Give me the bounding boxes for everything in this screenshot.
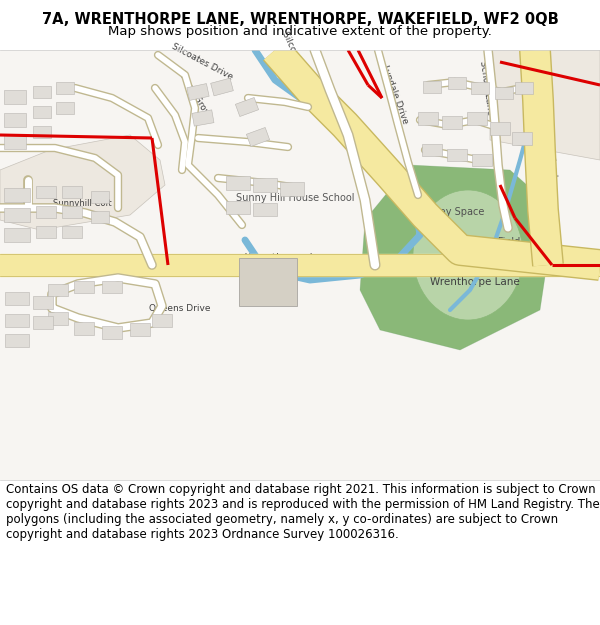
- Text: Playing Field: Playing Field: [460, 237, 521, 247]
- Text: Play Space: Play Space: [431, 207, 485, 217]
- Text: Lyndale Drive: Lyndale Drive: [380, 64, 410, 126]
- FancyBboxPatch shape: [152, 314, 172, 326]
- Text: Silcoates Lane: Silcoates Lane: [280, 31, 316, 94]
- FancyBboxPatch shape: [472, 154, 492, 166]
- Text: Jerry Clay Lane: Jerry Clay Lane: [305, 71, 351, 132]
- FancyBboxPatch shape: [33, 106, 51, 118]
- FancyBboxPatch shape: [447, 149, 467, 161]
- FancyBboxPatch shape: [62, 226, 82, 238]
- Text: Contains OS data © Crown copyright and database right 2021. This information is : Contains OS data © Crown copyright and d…: [6, 483, 600, 541]
- FancyBboxPatch shape: [467, 111, 487, 124]
- FancyBboxPatch shape: [442, 116, 462, 129]
- FancyBboxPatch shape: [4, 188, 30, 202]
- FancyBboxPatch shape: [226, 201, 250, 214]
- FancyBboxPatch shape: [187, 84, 209, 101]
- Polygon shape: [360, 165, 555, 350]
- FancyBboxPatch shape: [490, 121, 510, 134]
- FancyBboxPatch shape: [239, 258, 297, 306]
- FancyBboxPatch shape: [33, 296, 53, 309]
- FancyBboxPatch shape: [253, 178, 277, 192]
- Text: Wrenthorpe Lane: Wrenthorpe Lane: [245, 253, 335, 263]
- FancyBboxPatch shape: [280, 182, 304, 196]
- FancyBboxPatch shape: [512, 131, 532, 144]
- FancyBboxPatch shape: [33, 316, 53, 329]
- FancyBboxPatch shape: [422, 144, 442, 156]
- FancyBboxPatch shape: [247, 127, 269, 146]
- FancyBboxPatch shape: [4, 228, 30, 242]
- FancyBboxPatch shape: [4, 135, 26, 149]
- FancyBboxPatch shape: [48, 284, 68, 296]
- FancyBboxPatch shape: [62, 186, 82, 198]
- Polygon shape: [0, 135, 165, 230]
- Text: Sunnyhill Coft: Sunnyhill Coft: [53, 199, 112, 209]
- FancyBboxPatch shape: [36, 186, 56, 198]
- FancyBboxPatch shape: [130, 322, 150, 336]
- FancyBboxPatch shape: [33, 126, 51, 138]
- FancyBboxPatch shape: [192, 110, 214, 126]
- FancyBboxPatch shape: [471, 82, 489, 94]
- FancyBboxPatch shape: [5, 334, 29, 346]
- Polygon shape: [490, 50, 600, 160]
- FancyBboxPatch shape: [4, 90, 26, 104]
- FancyBboxPatch shape: [515, 82, 533, 94]
- FancyBboxPatch shape: [235, 98, 259, 116]
- Text: Map shows position and indicative extent of the property.: Map shows position and indicative extent…: [108, 24, 492, 38]
- Text: Silcoates Drive: Silcoates Drive: [170, 42, 234, 82]
- FancyBboxPatch shape: [102, 281, 122, 293]
- FancyBboxPatch shape: [5, 314, 29, 326]
- Text: 7A, WRENTHORPE LANE, WRENTHORPE, WAKEFIELD, WF2 0QB: 7A, WRENTHORPE LANE, WRENTHORPE, WAKEFIE…: [41, 12, 559, 28]
- FancyBboxPatch shape: [448, 77, 466, 89]
- FancyBboxPatch shape: [36, 206, 56, 218]
- Text: Queens Drive: Queens Drive: [149, 304, 211, 312]
- FancyBboxPatch shape: [91, 191, 109, 203]
- Text: Wrenthorpe Lane: Wrenthorpe Lane: [430, 277, 520, 287]
- FancyBboxPatch shape: [4, 113, 26, 127]
- FancyBboxPatch shape: [62, 206, 82, 218]
- Text: School Lane: School Lane: [478, 60, 494, 116]
- FancyBboxPatch shape: [56, 82, 74, 94]
- FancyBboxPatch shape: [495, 87, 513, 99]
- FancyBboxPatch shape: [91, 211, 109, 223]
- FancyBboxPatch shape: [102, 326, 122, 339]
- FancyBboxPatch shape: [36, 226, 56, 238]
- FancyBboxPatch shape: [56, 102, 74, 114]
- FancyBboxPatch shape: [211, 78, 233, 96]
- FancyBboxPatch shape: [74, 321, 94, 334]
- FancyBboxPatch shape: [5, 291, 29, 304]
- FancyBboxPatch shape: [33, 86, 51, 98]
- FancyBboxPatch shape: [253, 202, 277, 216]
- Ellipse shape: [413, 190, 523, 320]
- Text: Sunny Hill House School: Sunny Hill House School: [236, 193, 354, 203]
- FancyBboxPatch shape: [226, 176, 250, 190]
- Text: Wrenthorpe Road: Wrenthorpe Road: [539, 107, 557, 178]
- FancyBboxPatch shape: [418, 111, 438, 124]
- FancyBboxPatch shape: [48, 311, 68, 324]
- FancyBboxPatch shape: [74, 281, 94, 293]
- Text: Keren Grove: Keren Grove: [176, 69, 214, 121]
- FancyBboxPatch shape: [423, 81, 441, 93]
- FancyBboxPatch shape: [4, 208, 30, 222]
